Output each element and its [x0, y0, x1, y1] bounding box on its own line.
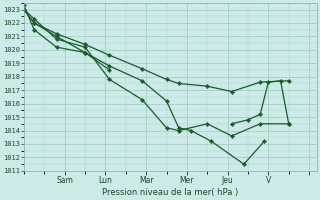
X-axis label: Pression niveau de la mer( hPa ): Pression niveau de la mer( hPa )	[102, 188, 239, 197]
